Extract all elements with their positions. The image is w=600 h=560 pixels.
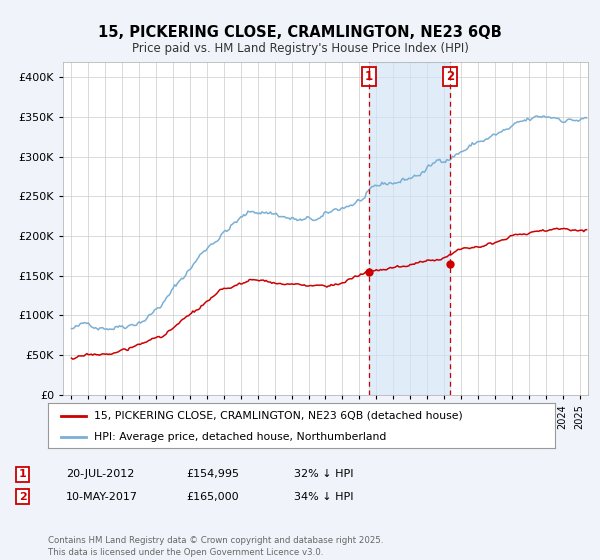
Text: HPI: Average price, detached house, Northumberland: HPI: Average price, detached house, Nort… — [94, 432, 386, 442]
Text: 2: 2 — [446, 70, 454, 83]
Bar — [368, 62, 450, 395]
Text: 1: 1 — [19, 469, 26, 479]
Text: 1: 1 — [365, 70, 373, 83]
Text: 2: 2 — [19, 492, 26, 502]
Text: £165,000: £165,000 — [186, 492, 239, 502]
Text: 15, PICKERING CLOSE, CRAMLINGTON, NE23 6QB: 15, PICKERING CLOSE, CRAMLINGTON, NE23 6… — [98, 25, 502, 40]
Text: 15, PICKERING CLOSE, CRAMLINGTON, NE23 6QB (detached house): 15, PICKERING CLOSE, CRAMLINGTON, NE23 6… — [94, 410, 463, 421]
Text: 10-MAY-2017: 10-MAY-2017 — [66, 492, 138, 502]
Text: 20-JUL-2012: 20-JUL-2012 — [66, 469, 134, 479]
Text: 32% ↓ HPI: 32% ↓ HPI — [294, 469, 353, 479]
Text: Price paid vs. HM Land Registry's House Price Index (HPI): Price paid vs. HM Land Registry's House … — [131, 42, 469, 55]
Text: 34% ↓ HPI: 34% ↓ HPI — [294, 492, 353, 502]
Text: Contains HM Land Registry data © Crown copyright and database right 2025.
This d: Contains HM Land Registry data © Crown c… — [48, 536, 383, 557]
Text: £154,995: £154,995 — [186, 469, 239, 479]
